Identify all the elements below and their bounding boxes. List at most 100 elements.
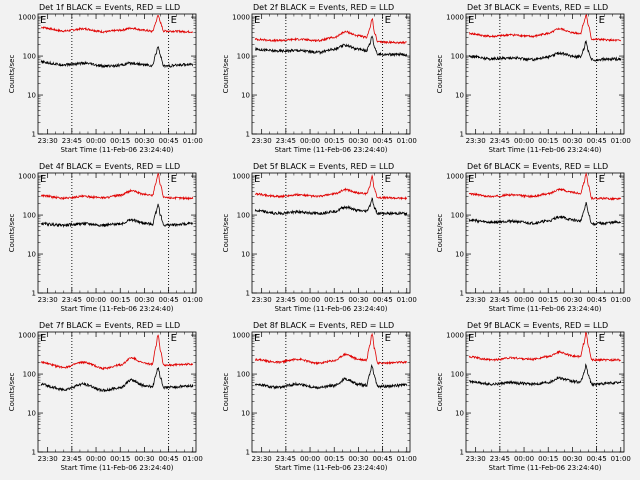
y-tick-label: 100 <box>237 53 250 61</box>
series-lld-red <box>254 332 408 366</box>
plot-frame <box>465 172 625 294</box>
panel-det-1: Det 1f BLACK = Events, RED = LLD 1 10 100 10… <box>8 3 203 154</box>
y-axis-label: Counts/sec <box>436 55 444 94</box>
x-tick-label: 23:45 <box>490 137 510 145</box>
y-tick-label: 10 <box>241 410 250 418</box>
x-tick-label: 00:45 <box>372 137 392 145</box>
x-tick-label: 00:15 <box>110 296 130 304</box>
x-tick-label: 23:45 <box>62 296 82 304</box>
x-tick-label: 23:45 <box>276 455 296 463</box>
event-marker-label: E <box>468 333 474 344</box>
event-marker-label: E <box>40 15 46 26</box>
x-tick-label: 00:15 <box>538 296 558 304</box>
x-tick-label: 00:45 <box>372 296 392 304</box>
x-axis-label: Start Time (11-Feb-06 23:24:40) <box>488 305 601 313</box>
panel-det-4: Det 4f BLACK = Events, RED = LLD 1 10 100 10… <box>8 162 203 313</box>
y-tick-label: 10 <box>241 92 250 100</box>
panel-title: Det 3f BLACK = Events, RED = LLD <box>467 3 608 12</box>
x-axis-label: Start Time (11-Feb-06 23:24:40) <box>274 464 387 472</box>
x-tick-label: 23:45 <box>276 296 296 304</box>
x-tick-label: 00:00 <box>300 296 320 304</box>
y-tick-label: 10 <box>241 251 250 259</box>
y-tick-label: 1 <box>246 449 250 457</box>
plot-frame <box>251 331 411 453</box>
y-tick-label: 1000 <box>232 173 250 181</box>
panel-det-5: Det 5f BLACK = Events, RED = LLD 1 10 100 10… <box>222 162 417 313</box>
x-tick-label: 23:30 <box>38 296 58 304</box>
y-tick-label: 100 <box>237 212 250 220</box>
panel-det-3: Det 3f BLACK = Events, RED = LLD 1 10 100 10… <box>436 3 631 154</box>
x-tick-label: 23:45 <box>62 137 82 145</box>
event-marker-label: E <box>599 15 605 26</box>
series-lld-red <box>254 174 408 201</box>
x-tick-label: 01:00 <box>183 137 203 145</box>
series-events-black <box>468 39 622 62</box>
x-tick-label: 01:00 <box>611 137 631 145</box>
x-axis-label: Start Time (11-Feb-06 23:24:40) <box>274 146 387 154</box>
panel-det-7: Det 7f BLACK = Events, RED = LLD 1 10 100 10… <box>8 321 203 472</box>
y-tick-label: 1000 <box>18 173 36 181</box>
y-tick-label: 10 <box>27 251 36 259</box>
plot-frame <box>37 331 197 453</box>
series-events-black <box>254 363 408 390</box>
x-tick-label: 00:45 <box>158 137 178 145</box>
event-marker-label: E <box>599 333 605 344</box>
event-marker-label: E <box>171 15 177 26</box>
y-axis-label: Counts/sec <box>8 373 16 412</box>
series-lld-red <box>254 17 407 45</box>
y-tick-label: 1000 <box>232 332 250 340</box>
x-tick-label: 00:45 <box>586 296 606 304</box>
x-tick-label: 23:30 <box>38 455 58 463</box>
plot-frame <box>251 172 411 294</box>
series-lld-red <box>469 14 622 43</box>
x-tick-label: 23:30 <box>252 455 272 463</box>
y-axis-label: Counts/sec <box>436 373 444 412</box>
x-tick-label: 23:30 <box>466 137 486 145</box>
y-tick-label: 1 <box>246 131 250 139</box>
x-tick-label: 00:45 <box>586 137 606 145</box>
y-tick-label: 1000 <box>18 332 36 340</box>
series-lld-red <box>41 15 193 34</box>
series-events-black <box>40 46 194 69</box>
x-tick-label: 00:00 <box>86 137 106 145</box>
y-tick-label: 1 <box>460 449 464 457</box>
y-tick-label: 10 <box>455 251 464 259</box>
event-marker-label: E <box>599 174 605 185</box>
x-tick-label: 00:30 <box>562 455 582 463</box>
plot-frame <box>251 13 411 135</box>
panel-title: Det 1f BLACK = Events, RED = LLD <box>39 3 180 12</box>
x-tick-label: 00:15 <box>110 455 130 463</box>
x-tick-label: 23:30 <box>252 137 272 145</box>
x-tick-label: 00:30 <box>348 137 368 145</box>
x-tick-label: 00:00 <box>514 455 534 463</box>
y-axis-label: Counts/sec <box>436 214 444 253</box>
event-marker-label: E <box>254 174 260 185</box>
x-tick-label: 23:45 <box>276 137 296 145</box>
x-tick-label: 00:45 <box>372 455 392 463</box>
x-tick-label: 01:00 <box>611 296 631 304</box>
y-axis-label: Counts/sec <box>8 214 16 253</box>
x-tick-label: 00:30 <box>134 296 154 304</box>
event-marker-label: E <box>385 15 391 26</box>
panel-det-9: Det 9f BLACK = Events, RED = LLD 1 10 100 10… <box>436 321 631 472</box>
x-tick-label: 00:15 <box>538 137 558 145</box>
x-tick-label: 00:15 <box>324 137 344 145</box>
y-tick-label: 100 <box>23 53 36 61</box>
x-tick-label: 00:00 <box>300 455 320 463</box>
x-tick-label: 00:30 <box>348 455 368 463</box>
series-lld-red <box>40 334 194 371</box>
series-lld-red <box>468 331 621 363</box>
panel-det-2: Det 2f BLACK = Events, RED = LLD 1 10 100 10… <box>222 3 417 154</box>
event-marker-label: E <box>254 15 260 26</box>
x-tick-label: 00:15 <box>110 137 130 145</box>
x-axis-label: Start Time (11-Feb-06 23:24:40) <box>488 146 601 154</box>
x-tick-label: 01:00 <box>397 137 417 145</box>
event-marker-label: E <box>468 15 474 26</box>
event-marker-label: E <box>468 174 474 185</box>
series-events-black <box>468 201 621 227</box>
event-marker-label: E <box>40 174 46 185</box>
event-marker-label: E <box>254 333 260 344</box>
y-tick-label: 10 <box>27 410 36 418</box>
x-tick-label: 00:00 <box>300 137 320 145</box>
